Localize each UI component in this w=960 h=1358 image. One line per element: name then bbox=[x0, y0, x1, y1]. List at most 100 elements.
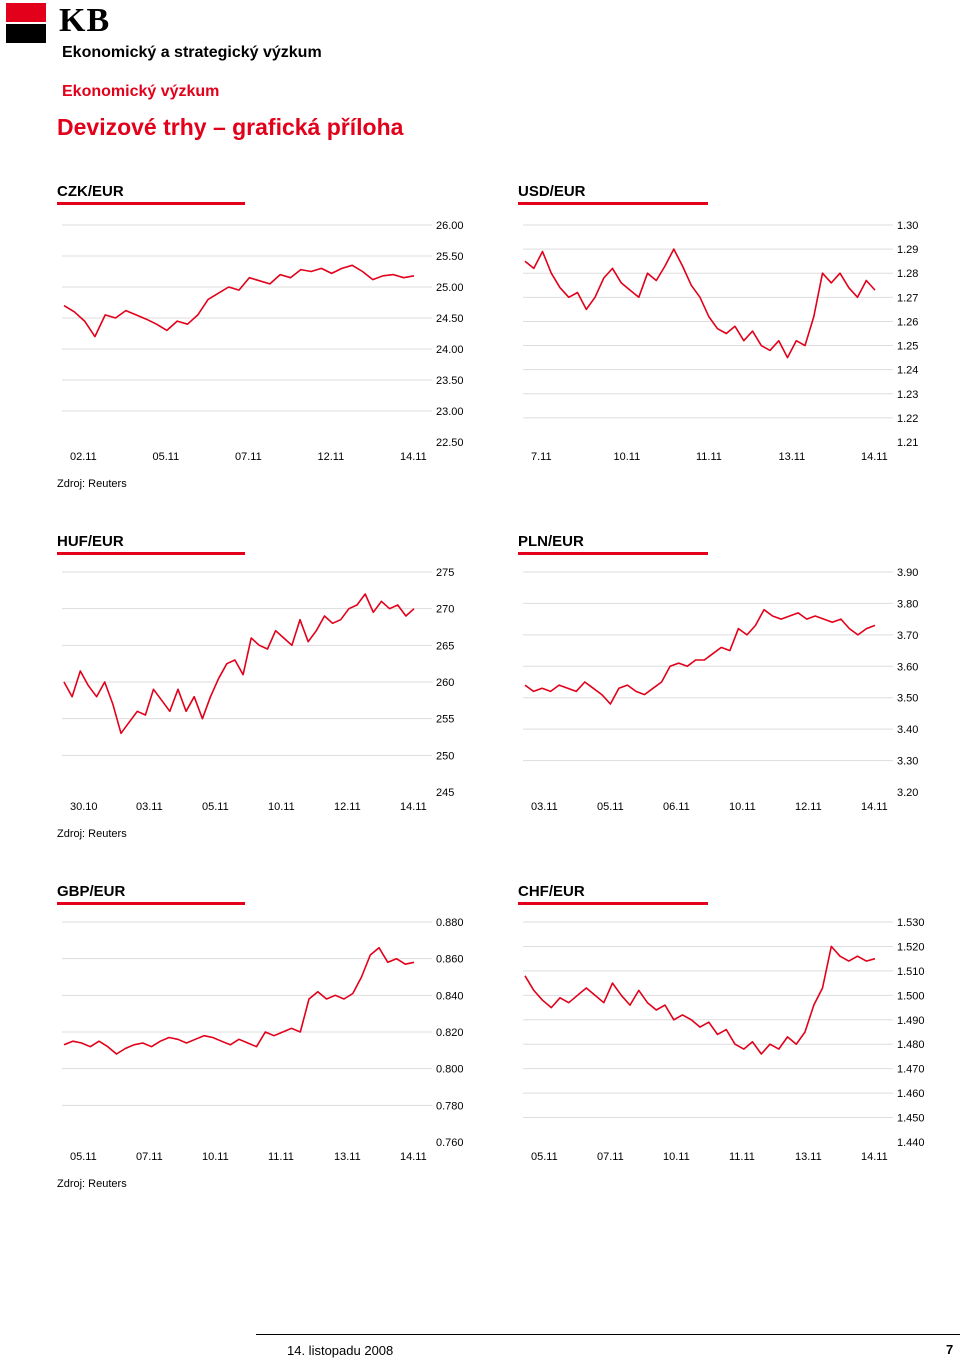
x-tick-label: 14.11 bbox=[400, 801, 427, 813]
x-tick-label: 10.11 bbox=[614, 451, 641, 463]
y-tick-label: 1.22 bbox=[897, 413, 918, 425]
chart-title: CHF/EUR bbox=[518, 883, 585, 900]
chart-title-underline bbox=[518, 902, 708, 905]
series-line bbox=[524, 608, 876, 705]
y-tick-label: 24.00 bbox=[436, 344, 464, 356]
y-tick-label: 3.70 bbox=[897, 630, 918, 642]
y-tick-label: 24.50 bbox=[436, 313, 464, 325]
page-number: 7 bbox=[946, 1342, 954, 1357]
series-line bbox=[63, 593, 415, 735]
chart-svg: HUF/EUR 275 270 265 260 255 250 245 30.10 03.11 05… bbox=[57, 533, 454, 813]
y-tick-label: 22.50 bbox=[436, 437, 464, 449]
y-tick-label: 1.460 bbox=[897, 1088, 925, 1100]
chart-title: PLN/EUR bbox=[518, 533, 584, 550]
x-tick-label: 11.11 bbox=[696, 451, 722, 463]
y-tick-label: 26.00 bbox=[436, 220, 464, 232]
y-tick-label: 0.820 bbox=[436, 1027, 464, 1039]
y-tick-label: 3.60 bbox=[897, 661, 918, 673]
footer-rule bbox=[256, 1334, 960, 1335]
y-tick-label: 1.440 bbox=[897, 1137, 925, 1149]
y-tick-label: 1.25 bbox=[897, 341, 918, 353]
x-tick-label: 30.10 bbox=[70, 801, 98, 813]
section-heading: Ekonomický výzkum bbox=[62, 83, 220, 100]
x-tick-label: 12.11 bbox=[334, 801, 361, 813]
x-tick-label: 10.11 bbox=[268, 801, 295, 813]
x-tick-label: 13.11 bbox=[795, 1151, 822, 1163]
y-tick-label: 265 bbox=[436, 640, 454, 652]
y-tick-label: 1.21 bbox=[897, 437, 918, 449]
series-line bbox=[524, 248, 876, 359]
x-tick-label: 14.11 bbox=[861, 1151, 888, 1163]
y-tick-label: 1.28 bbox=[897, 268, 918, 280]
x-tick-label: 07.11 bbox=[235, 451, 262, 463]
chart-title-underline bbox=[518, 552, 708, 555]
x-tick-label: 7.11 bbox=[531, 451, 552, 463]
y-tick-label: 255 bbox=[436, 714, 454, 726]
y-tick-label: 1.510 bbox=[897, 966, 925, 978]
chart-svg: CHF/EUR 1.530 1.520 1.510 1.500 1.490 1.480 1.4… bbox=[518, 883, 925, 1163]
page-title: Devizové trhy – grafická příloha bbox=[57, 114, 404, 140]
x-tick-label: 14.11 bbox=[400, 1151, 427, 1163]
series-line bbox=[63, 946, 415, 1055]
source-note-3: Zdroj: Reuters bbox=[57, 1178, 127, 1190]
x-tick-label: 05.11 bbox=[597, 801, 624, 813]
chart-chf-eur: CHF/EUR 1.530 1.520 1.510 1.500 1.490 1.480 1.4… bbox=[518, 880, 948, 1170]
y-tick-label: 3.80 bbox=[897, 598, 918, 610]
x-tick-label: 05.11 bbox=[70, 1151, 97, 1163]
y-tick-label: 1.520 bbox=[897, 941, 925, 953]
y-tick-label: 260 bbox=[436, 677, 454, 689]
y-tick-label: 25.50 bbox=[436, 251, 464, 263]
chart-svg: GBP/EUR 0.880 0.860 0.840 0.820 0.800 0.780 0.7… bbox=[57, 883, 464, 1163]
y-tick-label: 250 bbox=[436, 750, 454, 762]
y-tick-label: 1.29 bbox=[897, 244, 918, 256]
department-heading: Ekonomický a strategický výzkum bbox=[62, 44, 322, 61]
y-tick-label: 0.760 bbox=[436, 1137, 464, 1149]
chart-title-underline bbox=[57, 552, 245, 555]
y-tick-label: 1.530 bbox=[897, 917, 925, 929]
x-tick-label: 10.11 bbox=[663, 1151, 690, 1163]
x-tick-label: 03.11 bbox=[531, 801, 558, 813]
y-tick-label: 1.470 bbox=[897, 1064, 925, 1076]
y-tick-label: 0.880 bbox=[436, 917, 464, 929]
y-tick-label: 3.30 bbox=[897, 756, 918, 768]
y-tick-label: 23.50 bbox=[436, 375, 464, 387]
y-tick-label: 1.450 bbox=[897, 1113, 925, 1125]
x-tick-label: 14.11 bbox=[400, 451, 427, 463]
x-tick-label: 11.11 bbox=[729, 1151, 755, 1163]
source-note-2: Zdroj: Reuters bbox=[57, 828, 127, 840]
y-tick-label: 0.840 bbox=[436, 990, 464, 1002]
y-tick-label: 0.800 bbox=[436, 1064, 464, 1076]
y-tick-label: 3.50 bbox=[897, 693, 918, 705]
chart-title: HUF/EUR bbox=[57, 533, 124, 550]
x-tick-label: 13.11 bbox=[334, 1151, 361, 1163]
chart-svg: USD/EUR 1.30 1.29 1.28 1.27 1.26 1.25 1.24 1.23 1… bbox=[518, 183, 918, 463]
y-tick-label: 275 bbox=[436, 567, 454, 579]
chart-gbp-eur: GBP/EUR 0.880 0.860 0.840 0.820 0.800 0.780 0.7… bbox=[57, 880, 487, 1170]
chart-svg: CZK/EUR 26.00 25.50 25.00 24.50 24.00 23.50 23.… bbox=[57, 183, 464, 463]
y-tick-label: 23.00 bbox=[436, 406, 464, 418]
y-tick-label: 1.26 bbox=[897, 316, 918, 328]
chart-huf-eur: HUF/EUR 275 270 265 260 255 250 245 30.10 03.11 05… bbox=[57, 530, 487, 820]
x-tick-label: 13.11 bbox=[779, 451, 806, 463]
y-tick-label: 3.20 bbox=[897, 787, 918, 799]
x-tick-label: 02.11 bbox=[70, 451, 97, 463]
x-tick-label: 12.11 bbox=[318, 451, 345, 463]
x-tick-label: 03.11 bbox=[136, 801, 163, 813]
series-line bbox=[524, 945, 876, 1055]
x-tick-label: 10.11 bbox=[202, 1151, 229, 1163]
y-tick-label: 245 bbox=[436, 787, 454, 799]
y-tick-label: 1.480 bbox=[897, 1039, 925, 1051]
chart-title-underline bbox=[57, 202, 245, 205]
x-tick-label: 11.11 bbox=[268, 1151, 294, 1163]
chart-usd-eur: USD/EUR 1.30 1.29 1.28 1.27 1.26 1.25 1.24 1.23 1… bbox=[518, 180, 948, 470]
source-note-1: Zdroj: Reuters bbox=[57, 478, 127, 490]
y-tick-label: 270 bbox=[436, 604, 454, 616]
x-tick-label: 05.11 bbox=[202, 801, 229, 813]
chart-title: CZK/EUR bbox=[57, 183, 124, 200]
chart-title-underline bbox=[518, 202, 708, 205]
y-tick-label: 1.24 bbox=[897, 365, 918, 377]
footer-date: 14. listopadu 2008 bbox=[287, 1343, 394, 1358]
y-tick-label: 0.780 bbox=[436, 1100, 464, 1112]
chart-title-underline bbox=[57, 902, 245, 905]
y-tick-label: 0.860 bbox=[436, 954, 464, 966]
